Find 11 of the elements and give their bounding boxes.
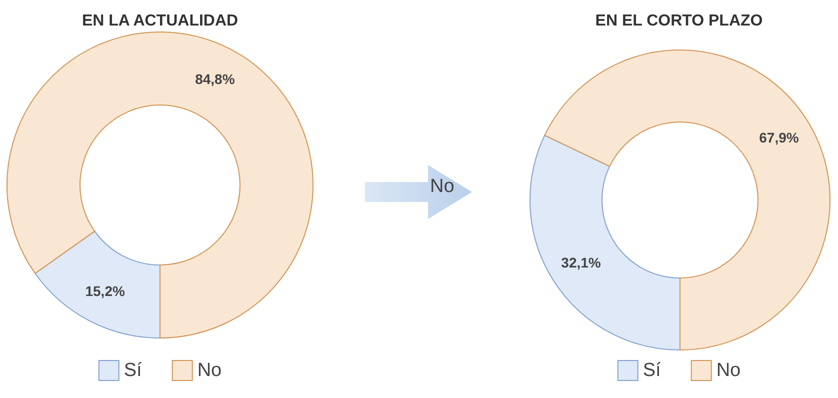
legend-label: No xyxy=(716,360,741,381)
chart-title: EN EL CORTO PLAZO xyxy=(595,12,763,30)
data-label: 84,8% xyxy=(195,70,236,87)
legend-label: Sí xyxy=(642,360,662,381)
text: No xyxy=(430,176,454,198)
legend-label: Sí xyxy=(124,360,143,381)
data-label: 15,2% xyxy=(85,283,126,300)
legend-label: No xyxy=(197,360,222,381)
data-label: 32,1% xyxy=(561,254,602,270)
data-label: 67,9% xyxy=(759,130,800,146)
chart-title: EN LA ACTUALIDAD xyxy=(82,12,238,30)
